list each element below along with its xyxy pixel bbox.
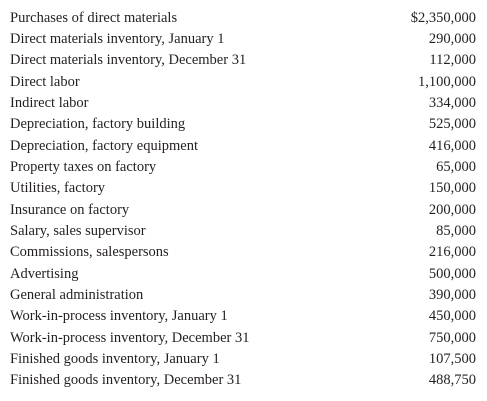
table-row: Direct labor 1,100,000 — [0, 72, 487, 93]
table-row: Work-in-process inventory, December 31 75… — [0, 328, 487, 349]
row-label: Indirect labor — [10, 94, 89, 111]
row-label: Property taxes on factory — [10, 158, 157, 175]
row-amount: 290,000 — [428, 30, 476, 47]
row-label: Advertising — [10, 265, 79, 282]
table-row: Finished goods inventory, December 31 488… — [0, 370, 487, 391]
row-label: Finished goods inventory, January 1 — [10, 351, 220, 368]
row-label: Purchases of direct materials — [10, 9, 178, 26]
row-amount: 200,000 — [428, 201, 476, 218]
row-amount: 416,000 — [428, 137, 476, 154]
table-row: Depreciation, factory building 525,000 — [0, 114, 487, 135]
table-row: Depreciation, factory equipment 416,000 — [0, 136, 487, 157]
table-row: Direct materials inventory, December 31 1… — [0, 50, 487, 71]
row-amount: 150,000 — [428, 180, 476, 197]
row-amount: 334,000 — [428, 94, 476, 111]
row-amount: 85,000 — [436, 223, 476, 239]
table-row: Utilities, factory 150,000 — [0, 178, 487, 199]
row-label: Finished goods inventory, December 31 — [10, 372, 242, 389]
row-label: Utilities, factory — [10, 180, 106, 197]
row-amount: $2,350,000 — [410, 9, 476, 26]
table-row: Commissions, salespersons 216,000 — [0, 242, 487, 263]
table-row: Indirect labor 334,000 — [0, 93, 487, 114]
row-label: Work-in-process inventory, January 1 — [10, 308, 228, 325]
table-row: Work-in-process inventory, January 1 450,… — [0, 306, 487, 327]
row-amount: 1,100,000 — [418, 73, 476, 90]
row-amount: 216,000 — [428, 244, 476, 261]
row-label: Direct labor — [10, 73, 80, 90]
table-row: Insurance on factory 200,000 — [0, 200, 487, 221]
row-amount: 750,000 — [428, 329, 476, 346]
row-label: Commissions, salespersons — [10, 244, 169, 261]
table-row: Salary, sales supervisor 85,000 — [0, 221, 487, 242]
row-label: Direct materials inventory, December 31 — [10, 52, 247, 69]
table-row: Direct materials inventory, January 1 290… — [0, 29, 487, 50]
row-label: General administration — [10, 287, 144, 304]
table-row: Advertising 500,000 — [0, 264, 487, 285]
table-row: Property taxes on factory 65,000 — [0, 157, 487, 178]
row-label: Insurance on factory — [10, 201, 130, 218]
row-label: Work-in-process inventory, December 31 — [10, 329, 250, 346]
row-amount: 112,000 — [429, 52, 476, 69]
table-row: Purchases of direct materials $2,350,000 — [0, 8, 487, 29]
table-row: General administration 390,000 — [0, 285, 487, 306]
row-amount: 450,000 — [428, 308, 476, 325]
row-label: Salary, sales supervisor — [10, 223, 146, 239]
row-label: Depreciation, factory building — [10, 116, 186, 133]
table-row: Finished goods inventory, January 1 107,5… — [0, 349, 487, 370]
row-label: Direct materials inventory, January 1 — [10, 30, 225, 47]
row-amount: 525,000 — [428, 116, 476, 133]
row-amount: 107,500 — [428, 351, 476, 368]
row-amount: 65,000 — [436, 158, 476, 175]
row-amount: 500,000 — [428, 265, 476, 282]
row-amount: 390,000 — [428, 287, 476, 304]
row-label: Depreciation, factory equipment — [10, 137, 199, 154]
row-amount: 488,750 — [428, 372, 476, 389]
